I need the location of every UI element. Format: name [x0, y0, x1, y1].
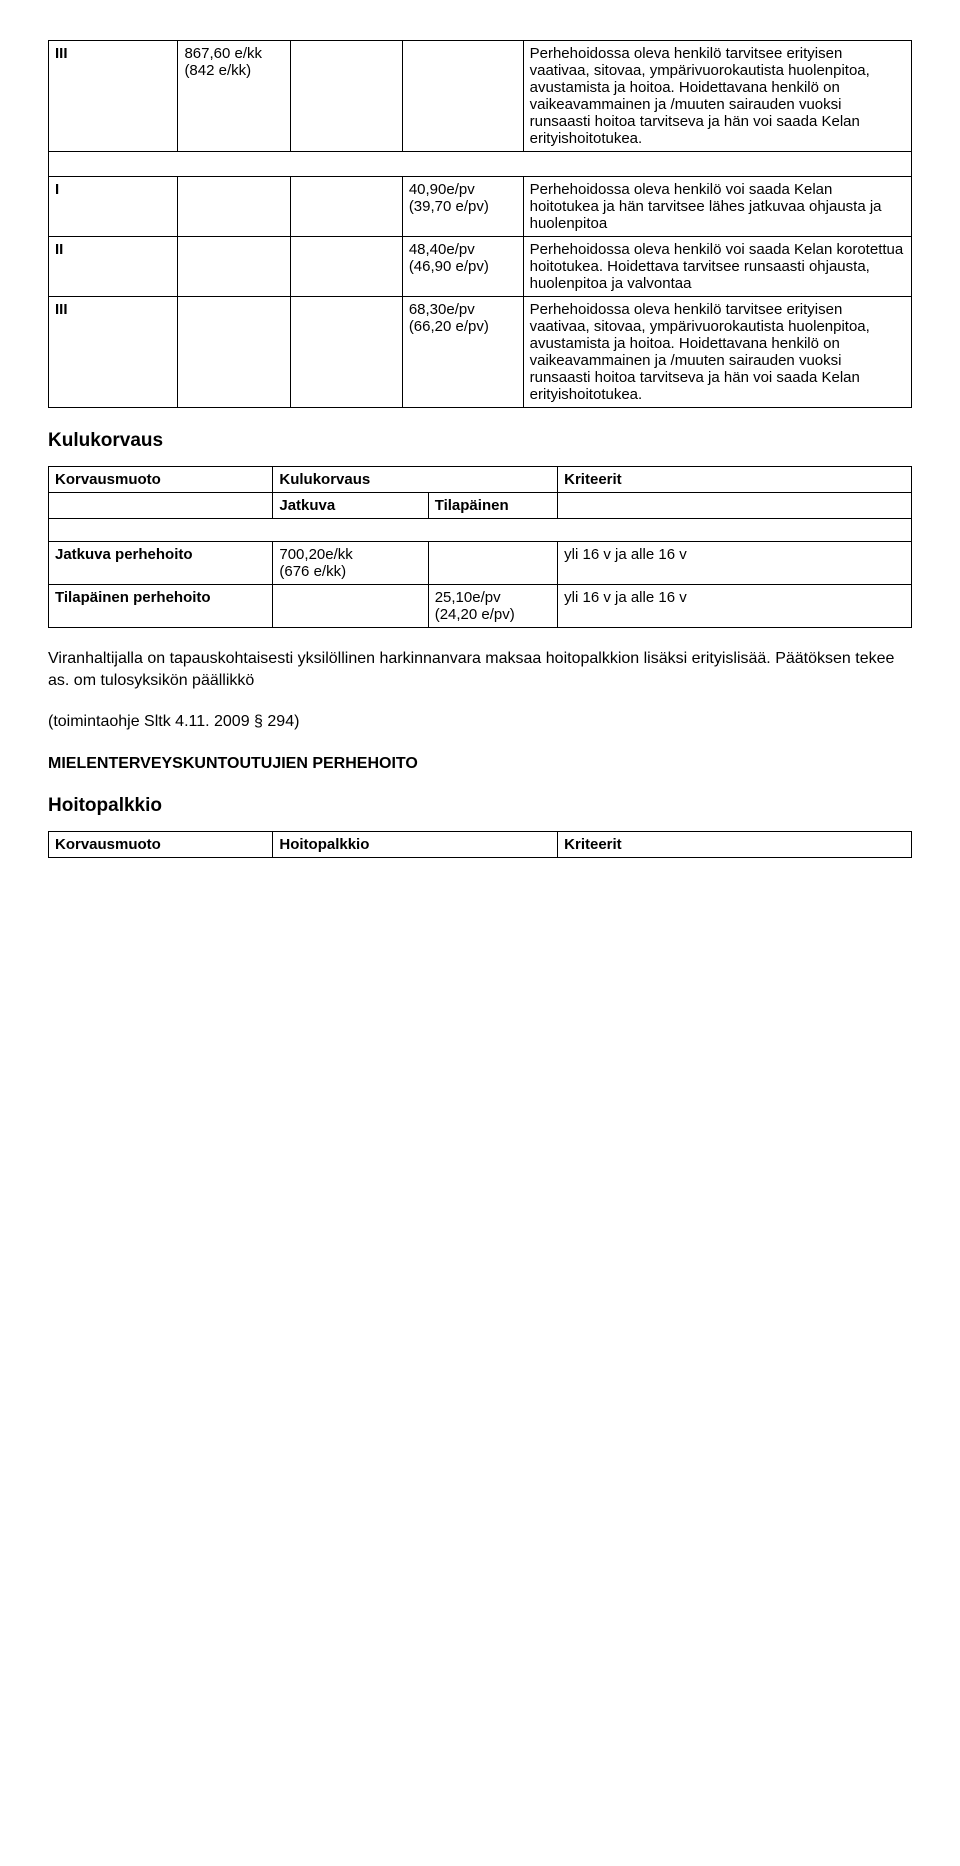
empty-cell: [290, 41, 402, 152]
description-cell: Perhehoidossa oleva henkilö voi saada Ke…: [523, 177, 911, 237]
empty-cell: [178, 237, 290, 297]
spacer-row: [49, 519, 912, 542]
row-label: Jatkuva perhehoito: [49, 542, 273, 585]
table-row: III 68,30e/pv (66,20 e/pv) Perhehoidossa…: [49, 297, 912, 408]
care-levels-table: III 867,60 e/kk (842 e/kk) Perhehoidossa…: [48, 40, 912, 408]
empty-cell: [290, 177, 402, 237]
table-row: Tilapäinen perhehoito 25,10e/pv (24,20 e…: [49, 585, 912, 628]
hoitopalkkio-heading: Hoitopalkkio: [48, 795, 912, 817]
header-kulukorvaus: Kulukorvaus: [273, 467, 558, 493]
table-row: Jatkuva perhehoito 700,20e/kk (676 e/kk)…: [49, 542, 912, 585]
rate-cell: 68,30e/pv (66,20 e/pv): [402, 297, 523, 408]
level-cell: III: [49, 41, 178, 152]
criteria-cell: yli 16 v ja alle 16 v: [558, 542, 912, 585]
kulukorvaus-table: Korvausmuoto Kulukorvaus Kriteerit Jatku…: [48, 466, 912, 628]
table-header-row: Korvausmuoto Hoitopalkkio Kriteerit: [49, 831, 912, 857]
paragraph-harkinnanvara: Viranhaltijalla on tapauskohtaisesti yks…: [48, 648, 912, 691]
table-subheader-row: Jatkuva Tilapäinen: [49, 493, 912, 519]
level-cell: I: [49, 177, 178, 237]
empty-cell: [178, 177, 290, 237]
criteria-cell: yli 16 v ja alle 16 v: [558, 585, 912, 628]
description-cell: Perhehoidossa oleva henkilö tarvitsee er…: [523, 41, 911, 152]
rate-cell: 25,10e/pv (24,20 e/pv): [428, 585, 557, 628]
kulukorvaus-heading: Kulukorvaus: [48, 430, 912, 452]
table-row: III 867,60 e/kk (842 e/kk) Perhehoidossa…: [49, 41, 912, 152]
hoitopalkkio-table: Korvausmuoto Hoitopalkkio Kriteerit: [48, 831, 912, 858]
empty-cell: [178, 297, 290, 408]
empty-cell: [273, 585, 428, 628]
header-korvausmuoto: Korvausmuoto: [49, 831, 273, 857]
row-label: Tilapäinen perhehoito: [49, 585, 273, 628]
empty-cell: [402, 41, 523, 152]
table-header-row: Korvausmuoto Kulukorvaus Kriteerit: [49, 467, 912, 493]
header-korvausmuoto: Korvausmuoto: [49, 467, 273, 493]
rate-cell: 867,60 e/kk (842 e/kk): [178, 41, 290, 152]
section-mielenterveys: MIELENTERVEYSKUNTOUTUJIEN PERHEHOITO: [48, 755, 912, 773]
empty-cell: [290, 237, 402, 297]
subheader-tilapainen: Tilapäinen: [428, 493, 557, 519]
empty-cell: [49, 493, 273, 519]
header-kriteerit: Kriteerit: [558, 831, 912, 857]
spacer-row: [49, 152, 912, 177]
empty-cell: [428, 542, 557, 585]
rate-cell: 700,20e/kk (676 e/kk): [273, 542, 428, 585]
description-cell: Perhehoidossa oleva henkilö voi saada Ke…: [523, 237, 911, 297]
description-cell: Perhehoidossa oleva henkilö tarvitsee er…: [523, 297, 911, 408]
subheader-jatkuva: Jatkuva: [273, 493, 428, 519]
empty-cell: [558, 493, 912, 519]
table-row: II 48,40e/pv (46,90 e/pv) Perhehoidossa …: [49, 237, 912, 297]
rate-cell: 48,40e/pv (46,90 e/pv): [402, 237, 523, 297]
header-hoitopalkkio: Hoitopalkkio: [273, 831, 558, 857]
paragraph-toimintaohje: (toimintaohje Sltk 4.11. 2009 § 294): [48, 711, 912, 733]
table-row: I 40,90e/pv (39,70 e/pv) Perhehoidossa o…: [49, 177, 912, 237]
rate-cell: 40,90e/pv (39,70 e/pv): [402, 177, 523, 237]
empty-cell: [290, 297, 402, 408]
level-cell: III: [49, 297, 178, 408]
level-cell: II: [49, 237, 178, 297]
header-kriteerit: Kriteerit: [558, 467, 912, 493]
